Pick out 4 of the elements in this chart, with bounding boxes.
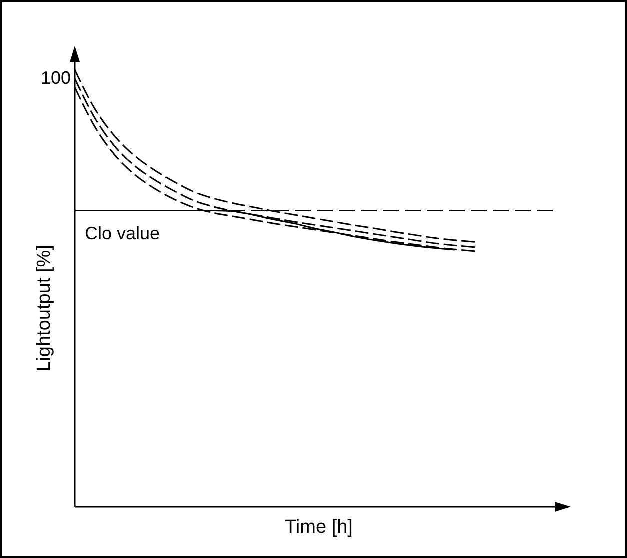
y-axis-title: Lightoutput [%] bbox=[34, 245, 55, 372]
annotation: 100 bbox=[40, 68, 71, 88]
x-axis-title: Time [h] bbox=[285, 517, 353, 538]
ref-line-label: Clo value bbox=[85, 224, 160, 244]
